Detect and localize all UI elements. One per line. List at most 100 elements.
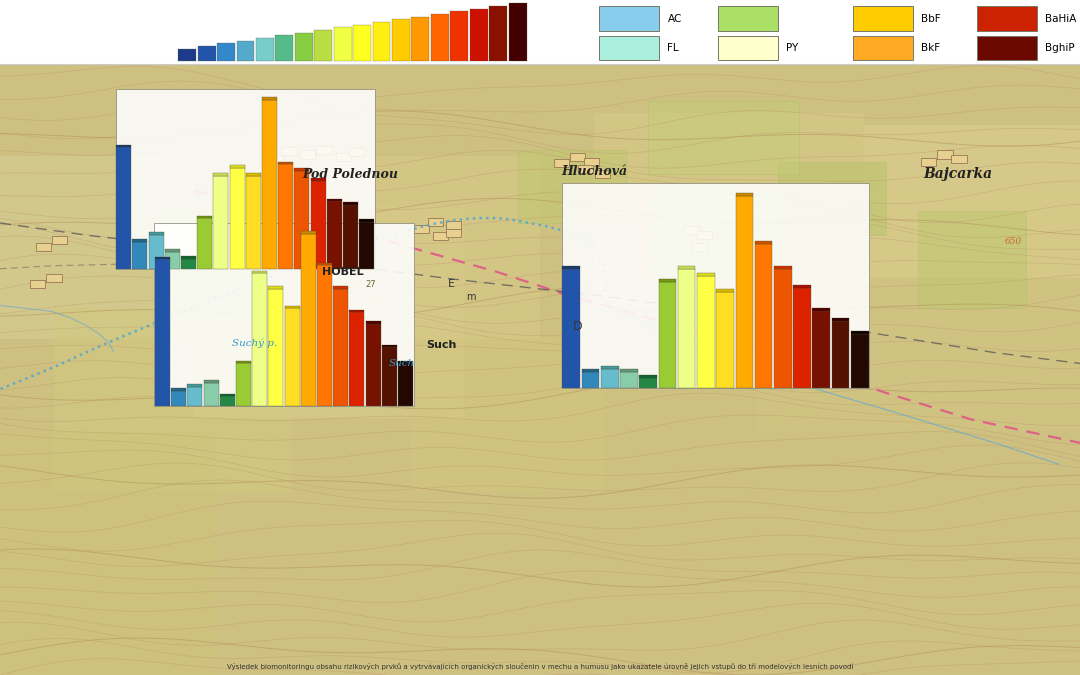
Bar (262, 100, 276, 269)
Bar (774, 269, 792, 388)
Bar (282, 147, 297, 155)
Bar (639, 378, 657, 388)
Bar (192, 244, 207, 252)
Bar (411, 17, 430, 61)
Bar (300, 151, 315, 159)
Bar (318, 265, 332, 406)
Bar (316, 146, 332, 154)
Bar (755, 240, 772, 244)
Bar (324, 156, 540, 339)
Bar (977, 36, 1037, 60)
Bar (279, 164, 293, 269)
Bar (214, 176, 228, 269)
Bar (269, 286, 283, 289)
Bar (659, 279, 676, 282)
Bar (311, 178, 325, 181)
Bar (295, 32, 313, 61)
Bar (582, 373, 599, 388)
Bar (230, 165, 244, 167)
Bar (194, 205, 464, 418)
Bar (793, 285, 811, 288)
Bar (446, 229, 461, 237)
Bar (246, 176, 260, 269)
Bar (149, 232, 163, 235)
Text: BaHiA: BaHiA (1045, 14, 1077, 24)
Bar (237, 360, 251, 363)
Bar (366, 324, 380, 406)
Bar (220, 396, 234, 406)
Bar (198, 46, 216, 61)
Bar (181, 259, 195, 269)
Text: BkF: BkF (921, 43, 941, 53)
Bar (220, 394, 234, 396)
Bar (198, 215, 212, 218)
Bar (318, 263, 332, 265)
Bar (349, 148, 364, 156)
Bar (697, 276, 715, 388)
Text: FL: FL (667, 43, 679, 53)
Bar (181, 250, 197, 259)
Bar (311, 181, 325, 269)
Bar (262, 97, 276, 100)
Bar (301, 232, 315, 234)
Bar (253, 273, 267, 406)
Bar (343, 205, 357, 269)
Bar (518, 150, 626, 223)
Text: HOBEL: HOBEL (322, 267, 364, 277)
Bar (620, 373, 638, 388)
Bar (350, 313, 364, 406)
Bar (334, 27, 352, 61)
Bar (793, 288, 811, 388)
Bar (774, 265, 792, 269)
Bar (563, 265, 580, 269)
Bar (336, 153, 351, 161)
Bar (268, 155, 283, 163)
Bar (756, 186, 1080, 431)
Bar (295, 171, 309, 269)
Bar (172, 391, 186, 406)
Text: E: E (448, 279, 455, 289)
Bar (269, 289, 283, 406)
Bar (918, 211, 1026, 308)
Bar (162, 211, 270, 321)
Bar (851, 331, 868, 334)
Text: Suchý p.: Suchý p. (232, 339, 278, 348)
Bar (595, 170, 610, 178)
Bar (295, 168, 309, 171)
Bar (716, 289, 734, 292)
Bar (582, 369, 599, 373)
Bar (853, 36, 913, 60)
Bar (410, 339, 605, 491)
Bar (735, 196, 753, 388)
Bar (489, 6, 508, 61)
Bar (46, 274, 62, 282)
Bar (0, 431, 216, 675)
Bar (853, 7, 913, 31)
Bar (350, 310, 364, 313)
Bar (692, 244, 707, 252)
Bar (554, 159, 569, 167)
Bar (509, 3, 527, 61)
Bar (334, 289, 348, 406)
Bar (414, 225, 429, 233)
Bar (156, 257, 170, 259)
Bar (217, 43, 235, 61)
Bar (198, 218, 212, 269)
Bar (392, 20, 410, 61)
Bar (718, 36, 778, 60)
Bar (373, 22, 391, 61)
Bar (921, 158, 936, 166)
Bar (353, 25, 372, 61)
Bar (246, 173, 260, 176)
Bar (594, 113, 864, 308)
Bar (117, 147, 131, 269)
Bar (188, 384, 202, 387)
Bar (133, 239, 147, 242)
Bar (285, 308, 299, 406)
Bar (30, 280, 45, 288)
Bar (253, 271, 267, 273)
Bar (165, 249, 179, 252)
Bar (237, 363, 251, 406)
Bar (237, 40, 255, 61)
Bar (314, 30, 333, 61)
